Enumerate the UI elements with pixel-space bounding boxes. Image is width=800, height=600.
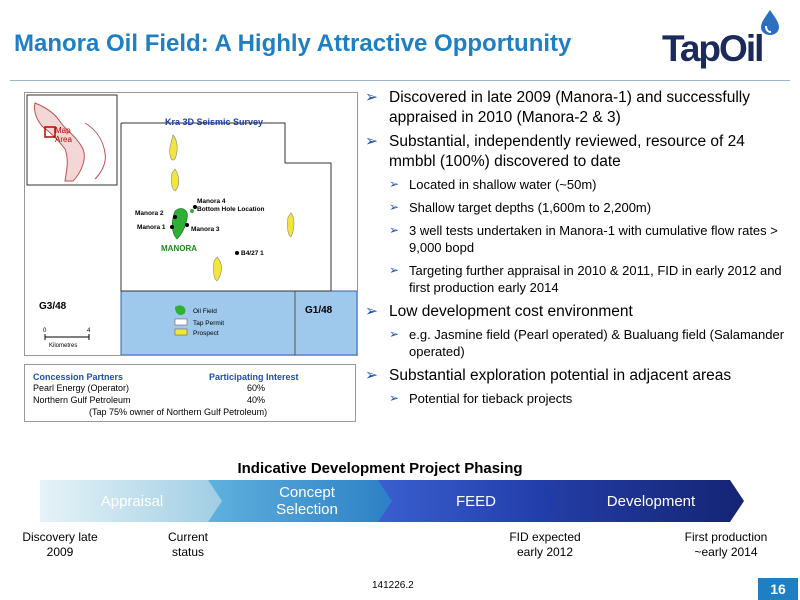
footer-code: 141226.2 [372,580,414,591]
milestone-fid: FID expected early 2012 [509,530,581,559]
legend-oil-field: Oil Field [193,308,217,315]
concession-partners-table: Concession Partners Participating Intere… [24,364,356,422]
arrow-bullet-icon: ➢ [389,263,400,277]
arrow-bullet-icon: ➢ [389,223,400,237]
milestone-first-production: First production ~early 2014 [684,530,768,559]
legend-prospect: Prospect [193,330,219,337]
phase-chevron-feed [378,480,560,522]
scale-four: 4 [87,328,91,334]
field-label: MANORA [161,244,197,253]
arrow-bullet-icon: ➢ [365,89,378,106]
well-label-manora4-line2: Bottom Hole Location [197,206,265,213]
phase-label-feed: FEED [455,492,496,510]
logo-wordmark: TapOil [662,28,764,69]
legend-tap-permit: Tap Permit [193,320,224,327]
partner-name: Northern Gulf Petroleum [33,395,131,405]
legend-swatch-oil [175,305,186,315]
oil-drop-icon [761,10,779,35]
arrow-bullet-icon: ➢ [365,367,378,384]
partners-header: Concession Partners [33,372,124,382]
milestone-current: Current status [167,530,208,559]
partner-name: Pearl Energy (Operator) [33,383,130,393]
sub-bullet-item: ➢ Shallow target depths (1,600m to 2,200m… [389,200,652,215]
bullet-list: ➢ Discovered in late 2009 (Manora-1) and … [365,88,790,413]
sub-bullet-item: ➢ Targeting further appraisal in 2010 & 2… [389,263,782,295]
phase-chevron-development [544,480,744,522]
well-label-manora3: Manora 3 [191,226,220,233]
well-marker [235,251,239,255]
chevron-arrows [40,480,744,522]
block-label-right: G1/48 [305,305,333,316]
scale-unit: Kilometres [49,343,77,349]
arrow-bullet-icon: ➢ [389,200,400,214]
well-marker [170,225,174,229]
page-title: Manora Oil Field: A Highly Attractive Op… [14,30,572,57]
arrow-bullet-icon: ➢ [365,303,378,320]
bullet-item: ➢ Low development cost environment [365,303,633,320]
prospect-shape [169,134,178,161]
prospect-shape [171,168,180,192]
sub-bullet-item: ➢ 3 well tests undertaken in Manora-1 wit… [389,223,778,255]
phasing-title: Indicative Development Project Phasing [237,460,523,477]
phase-label-development: Development [606,492,696,510]
well-marker [185,223,189,227]
arrow-bullet-icon: ➢ [389,177,400,191]
bullet-item: ➢ Discovered in late 2009 (Manora-1) and … [365,89,750,126]
arrow-bullet-icon: ➢ [365,133,378,150]
well-label-manora2: Manora 2 [135,210,164,217]
phase-chevron-concept [208,480,394,522]
phase-chevrons: Appraisal Concept Selection FEED Develop… [40,480,760,522]
inset-label-line1: Map [55,126,71,135]
prospect-shape [287,212,295,238]
interest-header: Participating Interest [209,372,299,382]
partner-interest: 60% [247,383,266,393]
well-label-b4: B4/27 1 [241,250,264,257]
well-label-manora4-line1: Manora 4 [197,198,226,205]
phase-label-appraisal: Appraisal [100,492,164,510]
sub-bullet-item: ➢ Located in shallow water (~50m) [389,177,597,192]
bullet-item: ➢ Substantial exploration potential in ad… [365,367,732,384]
field-map: Map Area Kra 3D Seismic Survey Manora 2 … [25,93,357,355]
scale-zero: 0 [43,328,47,334]
well-label-manora1: Manora 1 [137,224,166,231]
sub-bullet-item: ➢ e.g. Jasmine field (Pearl operated) & B… [389,327,785,359]
well-marker [173,215,177,219]
arrow-bullet-icon: ➢ [389,391,400,405]
page-number: 16 [758,578,798,600]
title-divider [10,80,790,81]
phase-chevron-appraisal [40,480,224,522]
legend-swatch-permit [174,318,188,326]
oil-field-shape [190,209,194,213]
map-panel: Map Area Kra 3D Seismic Survey Manora 2 … [24,92,358,356]
survey-title: Kra 3D Seismic Survey [165,117,263,127]
arrow-bullet-icon: ➢ [389,327,400,341]
inset-label-line2: Area [55,135,72,144]
phase-label-concept: Concept Selection [276,484,338,518]
prospect-shape [213,256,222,282]
sub-bullet-item: ➢ Potential for tieback projects [389,391,573,406]
block-label-left: G3/48 [39,301,67,312]
legend-swatch-prospect [174,328,188,336]
partners-note: (Tap 75% owner of Northern Gulf Petroleu… [89,407,268,417]
milestone-discovery: Discovery late 2009 [22,530,98,559]
bullet-item: ➢ Substantial, independently reviewed, re… [365,133,745,170]
well-marker [193,205,197,209]
partner-interest: 40% [247,395,266,405]
tap-oil-logo: TapOil [662,6,792,78]
